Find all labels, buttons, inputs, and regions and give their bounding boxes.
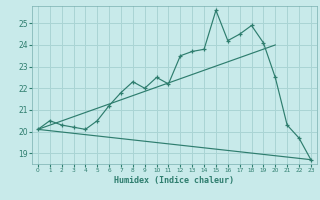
X-axis label: Humidex (Indice chaleur): Humidex (Indice chaleur) xyxy=(115,176,234,185)
